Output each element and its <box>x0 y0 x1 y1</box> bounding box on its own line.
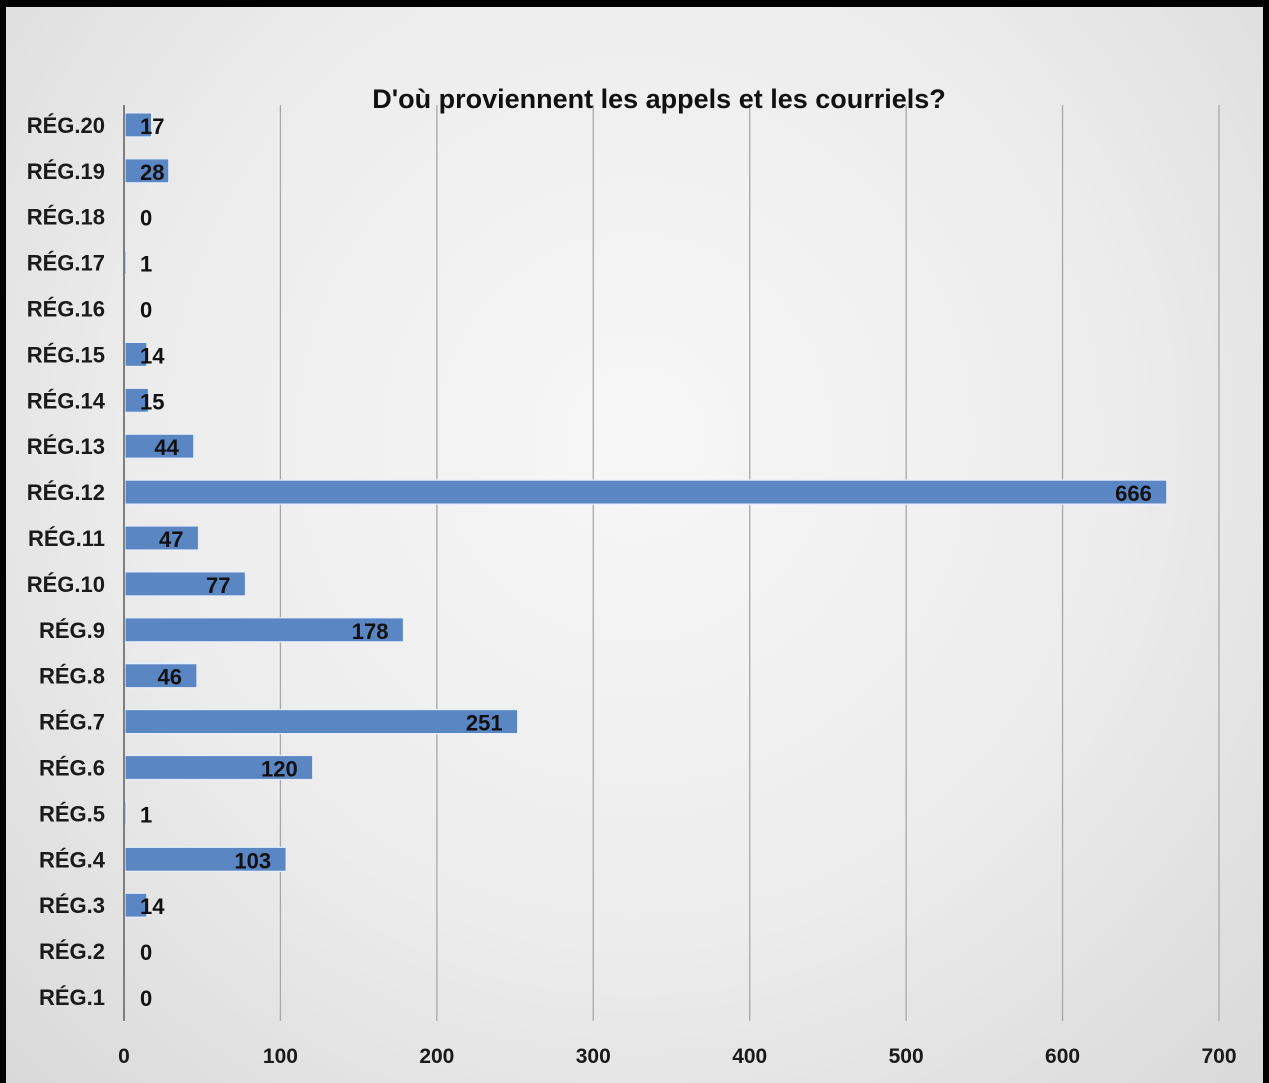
tick-labels: 0 100 200 300 400 500 600 700 <box>118 1045 1236 1068</box>
category-label-r-g-8: RÉG.8 <box>39 664 105 689</box>
bar-r-g-5 <box>124 800 128 827</box>
data-label-r-g-3: 14 <box>140 894 165 919</box>
data-label-r-g-20: 17 <box>140 114 164 139</box>
category-label-r-g-4: RÉG.4 <box>39 847 106 872</box>
tick-label-400: 400 <box>732 1045 767 1068</box>
data-label-r-g-12: 666 <box>1115 481 1152 506</box>
data-label-r-g-18: 0 <box>140 206 152 231</box>
data-label-r-g-16: 0 <box>140 298 152 323</box>
category-label-r-g-11: RÉG.11 <box>28 526 105 551</box>
data-label-r-g-14: 15 <box>140 389 164 414</box>
bar-r-g-13 <box>124 433 195 459</box>
tick-label-100: 100 <box>263 1045 298 1068</box>
data-label-r-g-4: 103 <box>234 848 271 873</box>
category-label-r-g-9: RÉG.9 <box>39 618 105 643</box>
category-label-r-g-7: RÉG.7 <box>39 710 105 735</box>
data-label-r-g-5: 1 <box>140 802 152 827</box>
chart-frame: RÉG.1 RÉG.2 RÉG.3 RÉG.4 RÉG.5 RÉG.6 RÉG.7 RÉG.8… <box>6 7 1263 1083</box>
tick-label-500: 500 <box>889 1045 924 1068</box>
category-label-r-g-5: RÉG.5 <box>39 801 105 826</box>
bar-r-g-4 <box>124 846 287 872</box>
data-label-r-g-10: 77 <box>206 573 230 598</box>
data-label-r-g-7: 251 <box>466 711 503 736</box>
data-label-r-g-17: 1 <box>140 252 152 277</box>
bar-chart: RÉG.1 RÉG.2 RÉG.3 RÉG.4 RÉG.5 RÉG.6 RÉG.7 RÉG.8… <box>27 84 1237 1068</box>
gridlines <box>279 105 1220 1021</box>
data-label-r-g-9: 178 <box>352 619 389 644</box>
category-label-r-g-16: RÉG.16 <box>27 297 105 322</box>
bar-r-g-17 <box>124 250 128 276</box>
bar-r-g-7 <box>124 708 519 735</box>
data-label-r-g-19: 28 <box>140 160 164 185</box>
category-label-r-g-20: RÉG.20 <box>27 113 105 138</box>
data-label-r-g-11: 47 <box>159 527 183 552</box>
category-label-r-g-12: RÉG.12 <box>27 480 105 505</box>
category-label-r-g-1: RÉG.1 <box>39 985 105 1010</box>
bar-r-g-12 <box>124 479 1168 505</box>
tick-label-200: 200 <box>419 1045 454 1068</box>
category-label-r-g-19: RÉG.19 <box>27 159 105 184</box>
tick-label-700: 700 <box>1201 1045 1236 1068</box>
data-label-r-g-6: 120 <box>261 757 298 782</box>
chart-title: D'où proviennent les appels et les courr… <box>372 84 946 114</box>
data-label-r-g-15: 14 <box>140 343 165 368</box>
category-label-r-g-13: RÉG.13 <box>27 434 105 459</box>
tick-label-600: 600 <box>1045 1045 1080 1068</box>
category-label-r-g-6: RÉG.6 <box>39 756 105 781</box>
data-label-r-g-8: 46 <box>157 665 181 690</box>
tick-label-0: 0 <box>118 1045 130 1068</box>
data-label-r-g-1: 0 <box>140 986 152 1011</box>
category-label-r-g-14: RÉG.14 <box>27 388 106 413</box>
bars <box>124 112 1168 918</box>
tick-label-300: 300 <box>576 1045 611 1068</box>
data-labels: 0 0 14 103 1 120 251 46 178 77 47 666 44 15 14 0 1 0 28 17 <box>140 114 1152 1011</box>
category-label-r-g-18: RÉG.18 <box>27 205 105 230</box>
category-label-r-g-2: RÉG.2 <box>39 939 105 964</box>
category-label-r-g-15: RÉG.15 <box>27 342 105 367</box>
data-label-r-g-2: 0 <box>140 940 152 965</box>
category-label-r-g-3: RÉG.3 <box>39 893 105 918</box>
data-label-r-g-13: 44 <box>154 435 179 460</box>
category-label-r-g-10: RÉG.10 <box>27 572 105 597</box>
category-labels: RÉG.1 RÉG.2 RÉG.3 RÉG.4 RÉG.5 RÉG.6 RÉG.7 RÉG.8… <box>27 113 106 1010</box>
category-label-r-g-17: RÉG.17 <box>27 251 105 276</box>
